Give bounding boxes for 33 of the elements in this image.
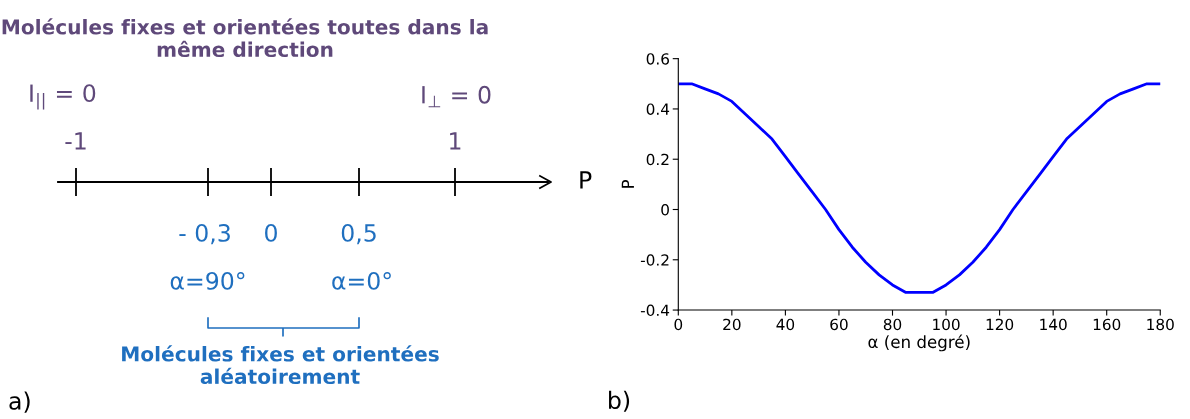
y-tick-label: -0.2 bbox=[640, 254, 669, 266]
x-tick-label: 60 bbox=[830, 318, 848, 331]
x-tick-label: 140 bbox=[1040, 318, 1067, 331]
y-tick-label: 0.4 bbox=[646, 103, 670, 115]
x-tick-label: 80 bbox=[883, 318, 902, 331]
text: a) bbox=[9, 391, 30, 413]
text: 0,5 bbox=[341, 223, 376, 245]
x-tick-label: 40 bbox=[776, 318, 795, 331]
text: Molécules fixes et orientées toutes dans la même direction bbox=[2, 18, 488, 58]
text: -1 bbox=[65, 132, 86, 150]
text: I$_{⊥}$ = 0 bbox=[422, 85, 491, 108]
text: α=90° bbox=[170, 271, 245, 290]
text: 1 bbox=[450, 132, 461, 150]
x-tick-label: 100 bbox=[933, 318, 960, 331]
line-series bbox=[678, 82, 1161, 294]
text: - 0,3 bbox=[179, 223, 230, 245]
x-tick-label: 180 bbox=[1147, 318, 1174, 331]
y-tick-label: 0 bbox=[661, 203, 669, 216]
text: α=0° bbox=[332, 271, 391, 290]
x-tick-label: 20 bbox=[723, 318, 741, 331]
y-axis-title: P bbox=[621, 179, 634, 188]
x-tick-label: 120 bbox=[986, 318, 1014, 331]
y-tick-label: 0.2 bbox=[646, 153, 669, 166]
text: b) bbox=[609, 390, 630, 412]
text: I$_{||}$ = 0 bbox=[30, 84, 96, 110]
text: P bbox=[580, 171, 592, 189]
y-tick-label: -0.4 bbox=[640, 304, 670, 317]
x-tick-label: 0 bbox=[674, 318, 683, 331]
x-axis-title: α (en degré) bbox=[868, 334, 970, 352]
y-tick-label: 0.6 bbox=[646, 53, 670, 65]
text: Molécules fixes et orientées aléatoirement bbox=[122, 345, 439, 385]
x-tick-label: 160 bbox=[1093, 318, 1121, 331]
text: 0 bbox=[265, 223, 277, 242]
